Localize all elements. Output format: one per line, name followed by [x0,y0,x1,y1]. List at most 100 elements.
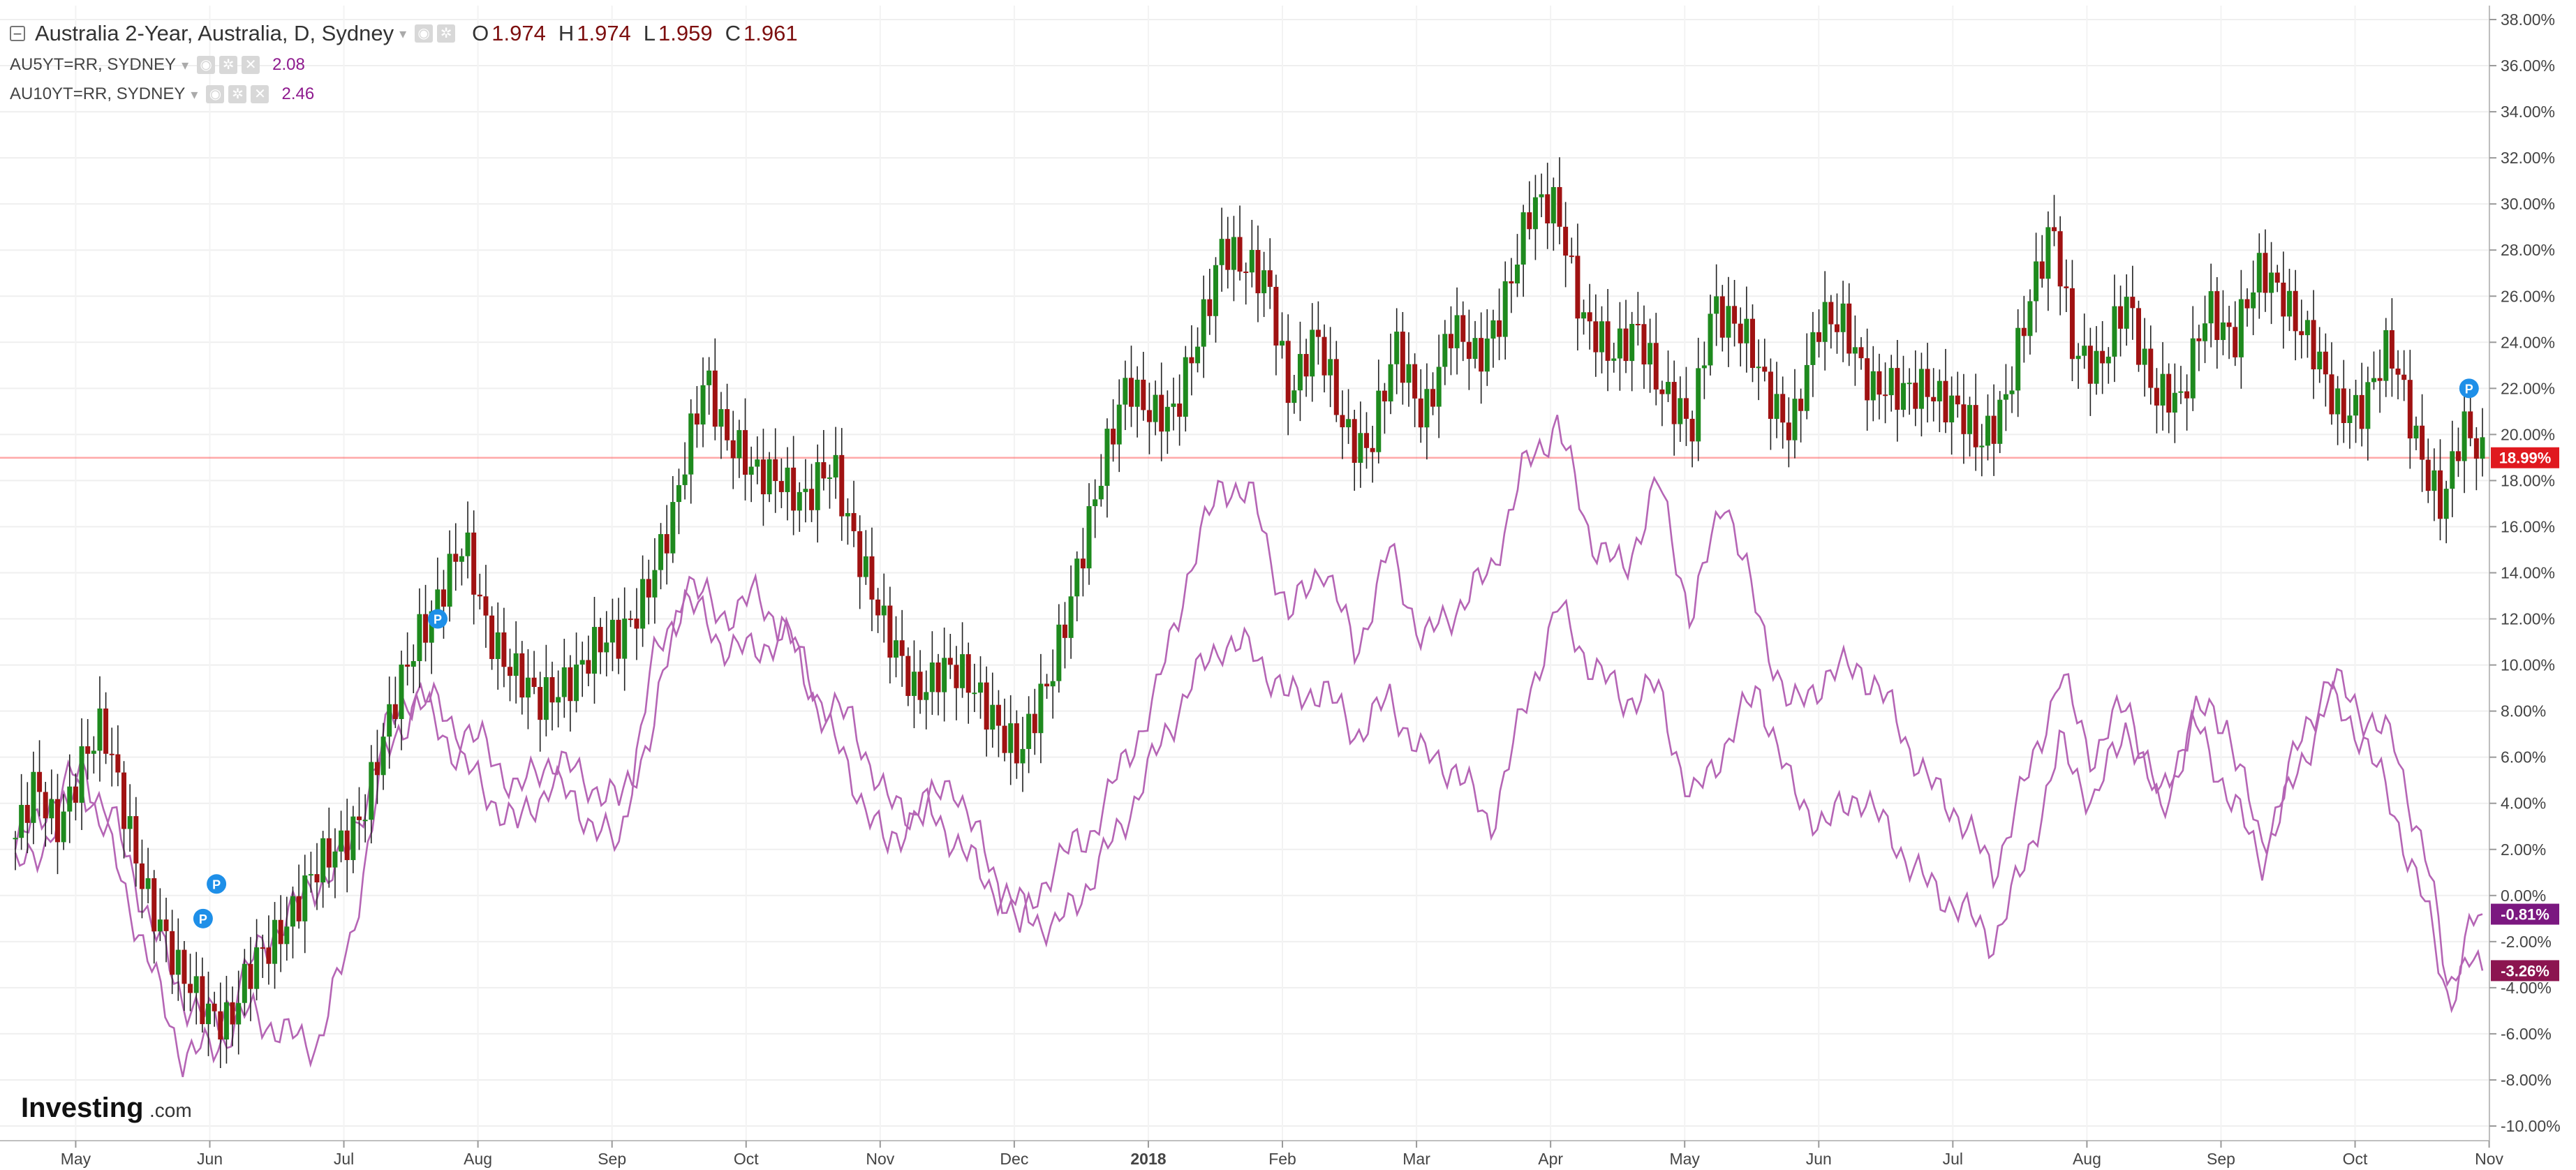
candle-body [556,697,561,703]
visibility-icon[interactable]: ◉ [197,56,216,74]
watermark-brand: Investing [21,1093,144,1123]
candle-body [1575,256,1581,319]
candle-body [670,502,676,554]
candle-body [1532,197,1538,230]
candle-body [139,863,145,889]
candle-body [1376,390,1382,452]
candle-body [1074,558,1080,597]
candle-body [676,484,681,503]
candle-body [1828,302,1834,325]
event-marker[interactable] [428,609,448,629]
candle-body [1466,341,1472,360]
candle-body [1985,415,1990,446]
candle-body [1050,681,1056,687]
settings-icon[interactable]: ✲ [437,24,456,43]
visibility-icon[interactable]: ◉ [415,24,434,43]
candle-body [465,532,471,556]
candle-body [2112,306,2117,357]
candle-body [1545,194,1550,223]
price-label-box [2491,447,2559,468]
event-marker[interactable] [193,908,213,928]
candle-body [1635,324,1641,326]
candle-body [2082,346,2087,356]
candle-body [1183,357,1188,417]
y-tick-label: 4.00% [2501,794,2546,813]
candle-body [1123,378,1128,405]
candle-body [1550,187,1556,223]
candle-body [712,370,718,427]
candle-body [881,605,887,616]
candle-body [857,531,863,577]
candle-body [1358,433,1363,463]
candle-body [1333,359,1339,415]
candle-body [2027,301,2033,336]
candle-body [182,949,187,984]
chevron-down-icon[interactable]: ▾ [182,57,189,73]
candle-body [743,430,748,475]
settings-icon[interactable]: ✲ [219,56,238,74]
candle-body [1207,299,1213,316]
candle-body [839,454,845,517]
candle-body [145,878,151,889]
y-tick-label: 0.00% [2501,887,2546,905]
candle-body [942,658,947,693]
candle-body [616,619,621,659]
candle-body [1201,299,1206,347]
candle-body [1213,265,1218,316]
candle-body [2389,329,2394,369]
candle-body [387,704,392,737]
candle-body [1907,383,1912,385]
visibility-icon[interactable]: ◉ [206,85,225,103]
candle-body [1563,226,1569,256]
event-marker[interactable] [207,874,227,894]
candle-body [803,489,808,492]
candle-body [13,838,18,840]
candle-body [929,662,935,693]
candle-body [1231,237,1236,270]
candle-body [1062,624,1067,638]
candle-body [1798,399,1804,411]
candle-body [682,474,688,485]
candle-body [1225,239,1231,270]
candle-body [2105,356,2111,364]
close-icon[interactable]: ✕ [251,85,269,103]
collapse-icon[interactable]: − [10,26,25,42]
y-tick-label: 20.00% [2501,425,2555,443]
candle-body [947,658,953,665]
chevron-down-icon[interactable]: ▾ [191,87,198,103]
x-tick-label: Jul [1943,1150,1963,1168]
candle-body [1931,397,1937,401]
candle-body [2293,290,2298,332]
ohlc-high-key: H [558,21,575,45]
candle-body [1870,371,1876,401]
chevron-down-icon[interactable]: ▾ [399,26,407,42]
candle-body [513,653,519,676]
candle-body [1261,270,1267,294]
candle-body [1967,405,1973,434]
candle-body [1611,358,1617,361]
candle-body [508,667,513,676]
close-icon[interactable]: ✕ [242,56,260,74]
x-tick-label: Jun [197,1150,223,1168]
candle-body [1412,364,1418,399]
candle-body [1961,404,1967,434]
candle-body [1153,394,1158,422]
event-marker[interactable] [2459,378,2479,399]
candle-body [736,430,742,459]
candle-body [127,816,133,829]
y-tick-label: 24.00% [2501,333,2555,351]
x-tick-label: Oct [734,1150,759,1168]
overlay-value: 2.08 [272,55,305,74]
candle-body [2450,451,2455,489]
candle-body [1696,368,1701,442]
candle-body [1569,256,1574,258]
candle-body [37,771,43,792]
candle-body [694,413,699,425]
settings-icon[interactable]: ✲ [228,85,247,103]
y-tick-label: 10.00% [2501,656,2555,674]
candle-body [1557,187,1562,227]
candle-body [845,512,850,517]
candle-body [1303,354,1309,377]
candle-body [591,627,597,674]
